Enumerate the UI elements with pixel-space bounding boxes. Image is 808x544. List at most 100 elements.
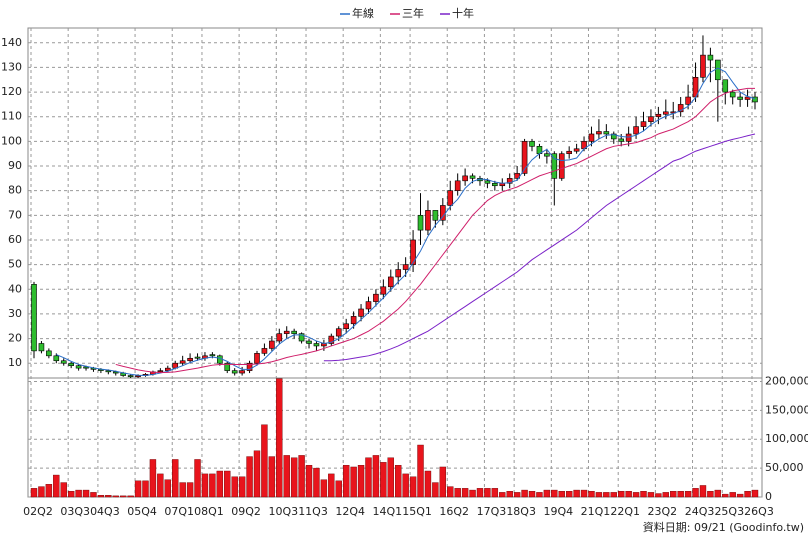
candle-body bbox=[187, 357, 193, 362]
candle-body bbox=[157, 370, 164, 373]
candle-body bbox=[410, 239, 416, 265]
y-tick-label: 120 bbox=[1, 85, 22, 98]
candle-body bbox=[68, 362, 74, 366]
volume-bar bbox=[90, 492, 97, 498]
candle-body bbox=[112, 371, 119, 374]
candle-body bbox=[648, 116, 654, 122]
volume-bar bbox=[357, 465, 365, 498]
volume-bar bbox=[365, 457, 372, 498]
volume-bar bbox=[558, 491, 565, 498]
candle-body bbox=[469, 175, 476, 179]
candle-body bbox=[655, 113, 662, 118]
y-tick-label: 70 bbox=[8, 208, 22, 221]
volume-bar bbox=[395, 465, 402, 498]
volume-bar bbox=[499, 492, 506, 498]
candle-body bbox=[432, 210, 439, 221]
x-tick-label: 07Q1 bbox=[164, 505, 194, 518]
y-tick-label: 110 bbox=[1, 110, 22, 123]
candle-body bbox=[224, 362, 231, 371]
volume-bar bbox=[610, 492, 617, 498]
candle-body bbox=[373, 293, 379, 302]
volume-bar bbox=[380, 462, 387, 498]
y2-tick-label: 0 bbox=[765, 490, 772, 503]
volume-bar bbox=[82, 489, 90, 498]
x-tick-label: 18Q3 bbox=[506, 505, 536, 518]
volume-bar bbox=[588, 491, 595, 498]
volume-bar bbox=[186, 482, 194, 498]
candle-body bbox=[365, 301, 372, 310]
candle-body bbox=[447, 190, 454, 206]
x-tick-label: 09Q2 bbox=[231, 505, 261, 518]
volume-bar bbox=[417, 444, 424, 498]
volume-bar bbox=[513, 492, 521, 498]
y2-tick-label: 150,000 bbox=[765, 403, 808, 416]
x-tick-label: 10Q3 bbox=[268, 505, 298, 518]
volume-bar bbox=[268, 456, 276, 498]
candle-body bbox=[283, 330, 290, 334]
x-tick-label: 22Q1 bbox=[610, 505, 640, 518]
candle-body bbox=[492, 182, 498, 187]
volume-bar bbox=[707, 491, 714, 498]
volume-bar bbox=[491, 488, 499, 498]
volume-bar bbox=[142, 480, 149, 498]
candle-body bbox=[75, 365, 82, 369]
volume-bar bbox=[670, 491, 677, 498]
candle-body bbox=[544, 153, 550, 157]
volume-bar bbox=[573, 489, 580, 498]
volume-bar bbox=[30, 488, 38, 498]
volume-bar bbox=[469, 489, 476, 498]
candle-body bbox=[551, 153, 558, 179]
volume-bar bbox=[67, 491, 75, 498]
candle-body bbox=[603, 131, 610, 135]
x-tick-label: 16Q2 bbox=[439, 505, 469, 518]
x-tick-label: 11Q3 bbox=[298, 505, 328, 518]
volume-bar bbox=[119, 495, 127, 498]
volume-bar bbox=[298, 455, 305, 498]
volume-bar bbox=[38, 486, 45, 498]
y2-tick-label: 100,000 bbox=[765, 432, 808, 445]
volume-bar bbox=[238, 476, 246, 498]
candle-body bbox=[558, 153, 565, 179]
x-tick-label: 03Q3 bbox=[60, 505, 90, 518]
x-tick-label: 23Q2 bbox=[648, 505, 678, 518]
volume-bar bbox=[506, 491, 513, 498]
candle-body bbox=[231, 370, 238, 374]
candle-body bbox=[306, 340, 312, 344]
candle-body bbox=[454, 180, 461, 191]
candle-body bbox=[179, 360, 186, 364]
volume-bar bbox=[149, 459, 157, 498]
y-tick-label: 30 bbox=[8, 307, 22, 320]
candle-body bbox=[529, 141, 535, 147]
ma-line bbox=[323, 133, 756, 362]
candle-body bbox=[53, 355, 60, 362]
volume-bar bbox=[342, 465, 350, 498]
legend-label: 年線 bbox=[352, 6, 374, 20]
candle-body bbox=[677, 104, 684, 113]
candle-body bbox=[521, 141, 528, 174]
volume-bar bbox=[231, 476, 238, 498]
volume-bar bbox=[372, 455, 380, 498]
legend-label: 十年 bbox=[452, 6, 474, 20]
x-tick-label: 04Q3 bbox=[90, 505, 120, 518]
candle-body bbox=[715, 59, 721, 81]
volume-bar bbox=[655, 493, 662, 498]
candle-body bbox=[633, 126, 639, 135]
ma-line bbox=[56, 67, 756, 377]
volume-bar bbox=[424, 470, 432, 498]
volume-bar bbox=[603, 492, 610, 498]
volume-bar bbox=[692, 488, 699, 498]
volume-bar bbox=[172, 459, 179, 498]
candle-body bbox=[744, 96, 751, 100]
volume-bar bbox=[625, 491, 632, 498]
x-tick-label: 14Q1 bbox=[373, 505, 403, 518]
candle-body bbox=[573, 148, 580, 152]
candle-body bbox=[722, 79, 729, 93]
candle-body bbox=[663, 111, 669, 115]
volume-bar bbox=[618, 491, 625, 498]
volume-bar bbox=[699, 485, 707, 498]
candle-body bbox=[387, 276, 394, 288]
volume-bar bbox=[521, 489, 528, 498]
candle-body bbox=[31, 284, 37, 352]
volume-bar bbox=[729, 492, 736, 498]
x-tick-label: 12Q4 bbox=[335, 505, 365, 518]
